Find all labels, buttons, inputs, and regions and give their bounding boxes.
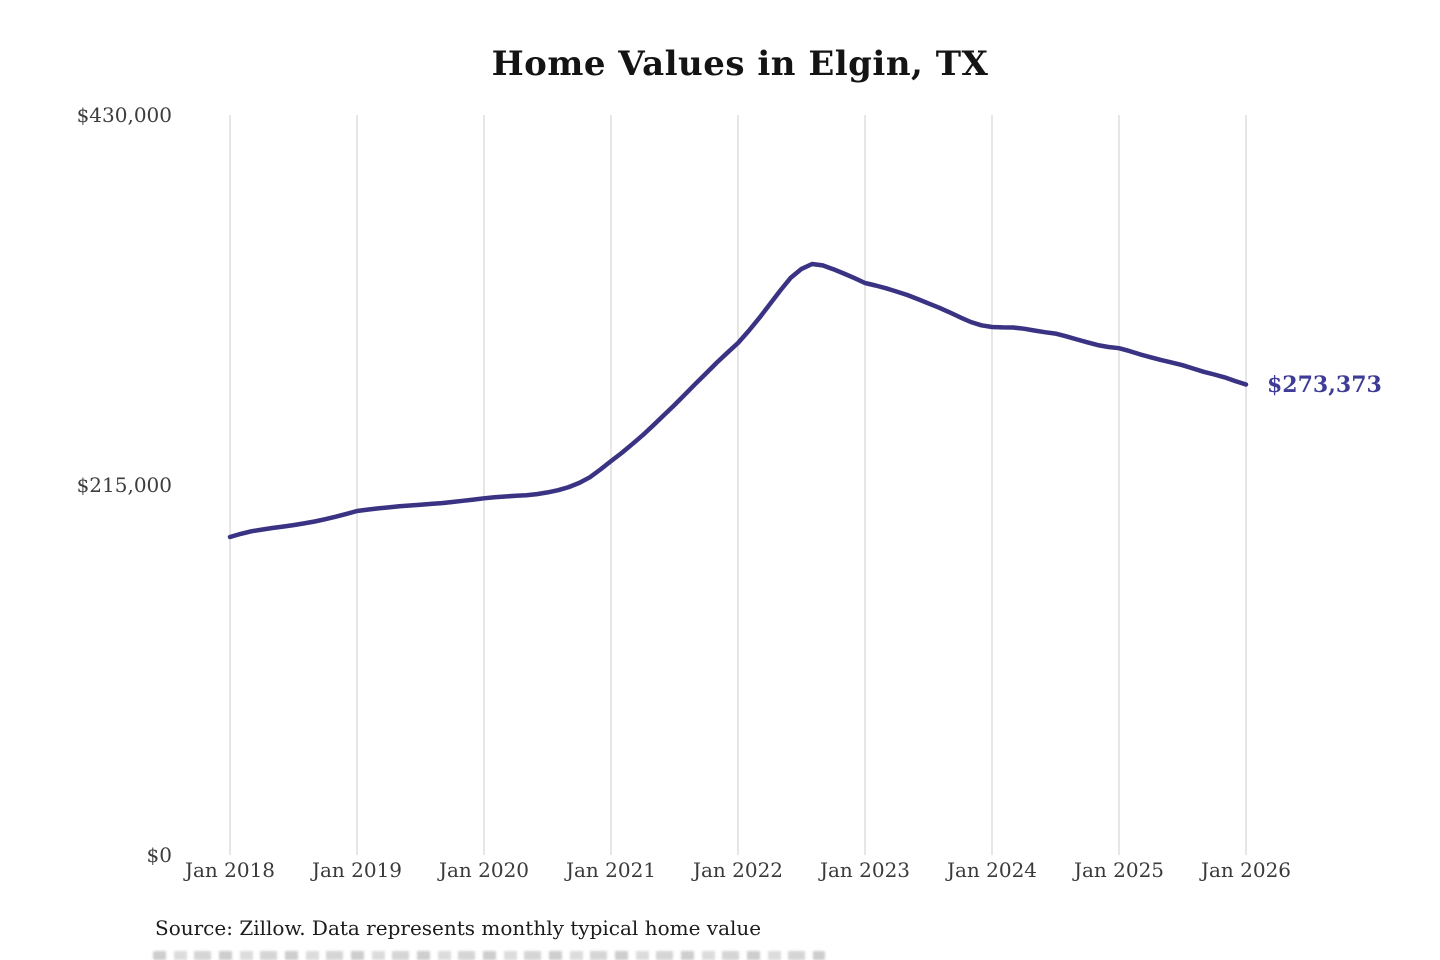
chart-title: Home Values in Elgin, TX	[491, 44, 989, 84]
x-tick-label: Jan 2026	[1200, 858, 1292, 882]
y-tick-label: $215,000	[76, 473, 172, 497]
x-tick-label: Jan 2019	[311, 858, 403, 882]
clipped-text-row	[153, 951, 825, 960]
y-tick-label: $430,000	[76, 103, 172, 127]
x-tick-label: Jan 2020	[438, 858, 530, 882]
x-tick-label: Jan 2018	[184, 858, 276, 882]
x-tick-label: Jan 2022	[692, 858, 784, 882]
x-tick-label: Jan 2025	[1073, 858, 1165, 882]
x-tick-label: Jan 2023	[819, 858, 911, 882]
latest-value-label: $273,373	[1267, 371, 1382, 398]
source-note: Source: Zillow. Data represents monthly …	[155, 916, 762, 940]
y-tick-label: $0	[146, 843, 172, 867]
x-tick-label: Jan 2024	[946, 858, 1038, 882]
home-value-line	[227, 261, 1249, 540]
vertical-gridlines	[229, 115, 1247, 855]
x-tick-label: Jan 2021	[565, 858, 657, 882]
